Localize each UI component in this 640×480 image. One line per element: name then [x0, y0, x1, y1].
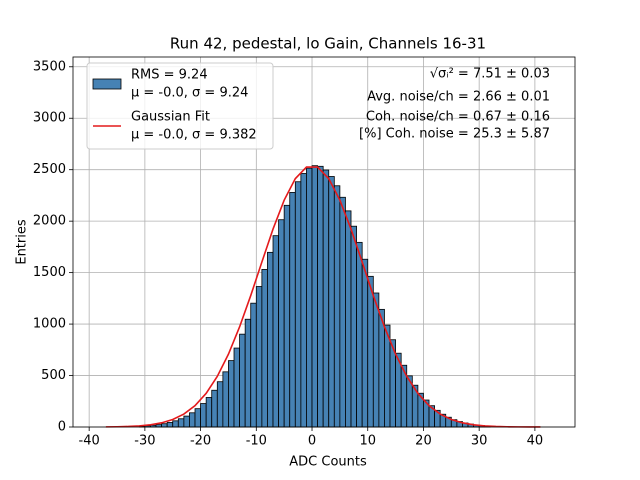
histogram-bar	[228, 360, 235, 428]
histogram-bar	[255, 286, 263, 428]
histogram-bar	[339, 196, 346, 428]
histogram-bar	[278, 219, 285, 428]
histogram-bar	[378, 308, 385, 428]
histogram-bar	[177, 418, 185, 428]
legend-stats: μ = -0.0, σ = 9.382	[131, 128, 257, 143]
histogram-bar	[328, 176, 335, 428]
legend: RMS = 9.24 μ = -0.0, σ = 9.24 Gaussian Fit…	[86, 62, 274, 150]
x-tick-label: 10	[359, 434, 376, 449]
histogram-bar	[289, 192, 296, 428]
histogram-bar	[161, 423, 168, 428]
histogram-bar	[183, 415, 190, 428]
histogram-bar	[233, 347, 240, 428]
histogram-bar	[261, 269, 268, 428]
x-axis-label: ADC Counts	[289, 455, 367, 470]
histogram-bar	[311, 165, 318, 428]
histogram-bar	[200, 403, 207, 428]
plot-data	[105, 165, 541, 428]
x-tick-label: -30	[134, 434, 155, 449]
histogram-bar	[205, 397, 213, 428]
y-tick-label: 2000	[33, 214, 66, 229]
histogram-bar	[250, 302, 257, 428]
histogram-bar	[216, 381, 224, 428]
histogram-bar	[350, 225, 357, 428]
histogram-bar	[222, 371, 229, 428]
plot-frame	[72, 56, 576, 428]
x-tick-label: 0	[308, 434, 316, 449]
annotation: Coh. noise/ch = 0.67 ± 0.16	[366, 110, 550, 125]
legend-label: RMS = 9.24	[131, 68, 208, 83]
legend-stats: μ = -0.0, σ = 9.24	[131, 86, 248, 101]
y-tick-label: 1000	[33, 317, 66, 332]
histogram-bar	[333, 185, 341, 428]
histogram-bar	[272, 235, 279, 428]
histogram-bar	[322, 169, 330, 428]
legend-box	[86, 62, 274, 150]
histogram-bar	[283, 204, 291, 428]
x-tick-label: 20	[415, 434, 432, 449]
histogram-bar	[239, 333, 246, 428]
y-tick-label: 3500	[33, 59, 66, 74]
fit-line	[105, 166, 541, 428]
y-tick-label: 0	[58, 420, 66, 435]
histogram-bar	[317, 165, 324, 428]
histogram-bar	[356, 241, 363, 428]
histogram-bar	[367, 275, 374, 428]
x-tick-label: 30	[471, 434, 488, 449]
histogram-bar	[345, 210, 352, 428]
histogram-bar	[172, 420, 179, 428]
histogram-bar	[166, 422, 174, 428]
histogram-bar	[244, 318, 252, 428]
annotation: Avg. noise/ch = 2.66 ± 0.01	[367, 90, 550, 105]
histogram-bar	[300, 173, 307, 428]
y-tick-label: 500	[41, 368, 66, 383]
histogram-bar	[189, 412, 196, 428]
chart-title: Run 42, pedestal, lo Gain, Channels 16-3…	[170, 35, 486, 53]
y-axis-label: Entries	[15, 219, 30, 265]
histogram-bar	[361, 258, 369, 428]
histogram-bar	[211, 389, 218, 428]
annotation: [%] Coh. noise = 25.3 ± 5.87	[359, 127, 550, 142]
histogram-bar	[294, 181, 302, 428]
legend-label: Gaussian Fit	[131, 110, 210, 125]
y-tick-label: 2500	[33, 162, 66, 177]
x-tick-label: -40	[79, 434, 100, 449]
histogram-bar	[306, 167, 313, 428]
x-tick-label: 40	[527, 434, 544, 449]
histogram-bar	[194, 408, 201, 428]
x-tick-label: -20	[190, 434, 211, 449]
y-tick-label: 3000	[33, 111, 66, 126]
legend-handle	[92, 78, 122, 90]
annotation: √σᵢ² = 7.51 ± 0.03	[430, 67, 550, 82]
x-tick-label: -10	[246, 434, 267, 449]
y-tick-label: 1500	[33, 265, 66, 280]
histogram-bar	[267, 251, 274, 428]
histogram-bar	[372, 292, 380, 428]
